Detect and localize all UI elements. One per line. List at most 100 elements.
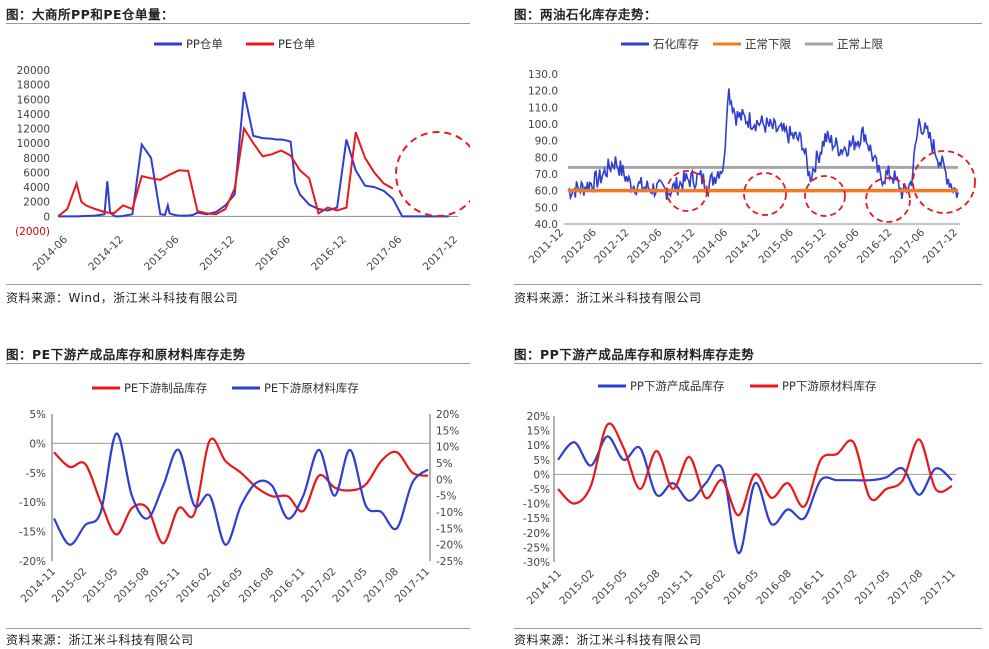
x-tick-label: 2017-11 xyxy=(393,566,433,606)
divider xyxy=(6,363,470,364)
chart-pe-downstream: PE下游制品库存 PE下游原材料库存 5% 0% -5% -10% -15% -20% 20% 1… xyxy=(19,381,464,606)
y-tick-label: 0 xyxy=(43,211,50,223)
y-tick-label: -30% xyxy=(523,557,550,569)
y-tick-label: 8000 xyxy=(23,153,50,165)
x-tick-label: 2012-12 xyxy=(592,227,632,267)
divider xyxy=(514,23,982,24)
y-tick-label: 18000 xyxy=(17,80,50,92)
x-tick-label: 2015-05 xyxy=(590,568,630,608)
y-tick-label-left: -20% xyxy=(19,556,46,568)
panel-pp-pe-warrants: 图：大商所PP和PE仓单量： PP仓单 PE仓单 20000 18000 16000 14… xyxy=(6,4,470,305)
panel-pe-downstream: 图：PE下游产成品库存和原材料库存走势 PE下游制品库存 PE下游原材料库存 5% 0… xyxy=(6,344,470,647)
series-line-red xyxy=(53,437,429,545)
x-tick-label: 2016-06 xyxy=(822,226,862,266)
legend-label: 正常下限 xyxy=(745,37,791,51)
y-tick-label: (2000) xyxy=(15,226,50,238)
x-tick-label: 2017-12 xyxy=(421,234,461,274)
source-note: 资料来源：浙江米斗科技有限公司 xyxy=(514,291,702,305)
y-tick-label: 60.0 xyxy=(535,186,558,198)
y-tick-label: 50.0 xyxy=(535,202,558,214)
y-tick-label-right: 0% xyxy=(436,474,453,486)
y-tick-label: 4000 xyxy=(23,182,50,194)
y-tick-label: 2000 xyxy=(23,197,50,209)
x-tick-label: 2016-05 xyxy=(722,568,762,608)
x-tick-label: 2014-06 xyxy=(691,226,731,266)
legend-label: PP下游原材料库存 xyxy=(782,379,876,393)
panel-petrochem-inventory: 图：两油石化库存走势： 石化库存 正常下限 正常上限 130.0 120.0 110.0 1… xyxy=(514,4,982,305)
chart-petrochem-inventory: 石化库存 正常下限 正常上限 130.0 120.0 110.0 100.0 90.0 80.0… xyxy=(527,37,976,267)
series-line-inventory xyxy=(567,88,959,201)
legend-label: PE下游制品库存 xyxy=(124,381,207,395)
y-tick-label: -20% xyxy=(523,528,550,540)
highlight-circle xyxy=(804,175,846,217)
y-tick-label: 130.0 xyxy=(528,69,558,81)
legend-label: 正常上限 xyxy=(837,37,883,51)
x-tick-label: 2012-06 xyxy=(559,226,599,266)
x-tick-label: 2011-12 xyxy=(527,227,567,267)
y-tick-label: 70.0 xyxy=(535,169,558,181)
y-tick-label: 14000 xyxy=(17,109,50,121)
x-tick-label: 2016-12 xyxy=(309,234,349,274)
panel-title: 图：PP下游产成品库存和原材料库存走势 xyxy=(514,347,755,362)
y-tick-label: 100.0 xyxy=(528,119,558,131)
x-tick-label: 2014-12 xyxy=(724,227,764,267)
y-tick-label: -25% xyxy=(523,542,550,554)
x-tick-label: 2017-12 xyxy=(921,227,961,267)
y-tick-label: 16000 xyxy=(17,94,50,106)
x-tick-label: 2017-08 xyxy=(886,568,926,608)
y-tick-label: -15% xyxy=(523,513,550,525)
y-tick-label-right: -5% xyxy=(436,491,456,503)
divider xyxy=(6,284,470,285)
divider xyxy=(514,284,982,285)
divider xyxy=(6,23,470,24)
x-tick-label: 2015-12 xyxy=(789,227,829,267)
y-tick-label-left: 5% xyxy=(29,409,46,421)
panel-title: 图：大商所PP和PE仓单量： xyxy=(6,7,175,22)
x-tick-label: 2017-05 xyxy=(853,568,893,608)
x-tick-label: 2013-12 xyxy=(658,227,698,267)
panel-title: 图：PE下游产成品库存和原材料库存走势 xyxy=(6,347,246,362)
highlight-circle xyxy=(666,170,708,212)
x-tick-label: 2016-08 xyxy=(754,568,794,608)
x-tick-label: 2015-06 xyxy=(756,226,796,266)
x-tick-label: 2015-12 xyxy=(198,234,238,274)
y-tick-label-left: -5% xyxy=(26,468,46,480)
highlight-circle xyxy=(865,177,911,223)
y-tick-label-left: 0% xyxy=(29,438,46,450)
highlight-circle xyxy=(912,150,976,214)
y-tick-label: 12000 xyxy=(17,124,50,136)
x-tick-label: 2015-11 xyxy=(656,568,696,608)
x-tick-label: 2015-02 xyxy=(557,568,597,608)
y-tick-label-left: -10% xyxy=(19,497,46,509)
y-tick-label: 90.0 xyxy=(535,136,558,148)
highlight-circle xyxy=(395,131,470,217)
series-line-pp xyxy=(58,91,449,218)
legend-label: PE下游原材料库存 xyxy=(264,381,359,395)
y-tick-label: 10000 xyxy=(17,138,50,150)
x-tick-label: 2015-08 xyxy=(623,568,663,608)
y-tick-label: -10% xyxy=(523,499,550,511)
panel-title: 图：两油石化库存走势： xyxy=(514,7,658,22)
y-tick-label: 110.0 xyxy=(528,102,558,114)
y-tick-label: 40.0 xyxy=(535,219,558,231)
legend-label: PP仓单 xyxy=(186,37,223,51)
x-tick-label: 2013-06 xyxy=(625,226,665,266)
highlight-circle xyxy=(743,172,787,216)
y-tick-label: 80.0 xyxy=(535,152,558,164)
series-line-pe xyxy=(57,125,394,218)
y-tick-label-right: -10% xyxy=(436,507,463,519)
x-tick-label: 2014-11 xyxy=(525,568,565,608)
x-tick-label: 2016-02 xyxy=(689,568,729,608)
legend-label: PE仓单 xyxy=(278,37,315,51)
x-tick-label: 2014-06 xyxy=(31,233,71,273)
y-tick-label: 5% xyxy=(533,455,550,467)
panel-pp-downstream: 图：PP下游产成品库存和原材料库存走势 PP下游产成品库存 PP下游原材料库存 20… xyxy=(514,344,982,647)
x-tick-label: 2016-12 xyxy=(855,227,895,267)
y-tick-label: 10% xyxy=(527,440,550,452)
x-tick-label: 2014-12 xyxy=(86,234,126,274)
y-tick-label: 120.0 xyxy=(528,86,558,98)
x-tick-label: 2017-02 xyxy=(820,568,860,608)
y-tick-label-right: -15% xyxy=(436,523,463,535)
y-tick-label-left: -15% xyxy=(19,527,46,539)
y-tick-label-right: -25% xyxy=(436,556,463,568)
